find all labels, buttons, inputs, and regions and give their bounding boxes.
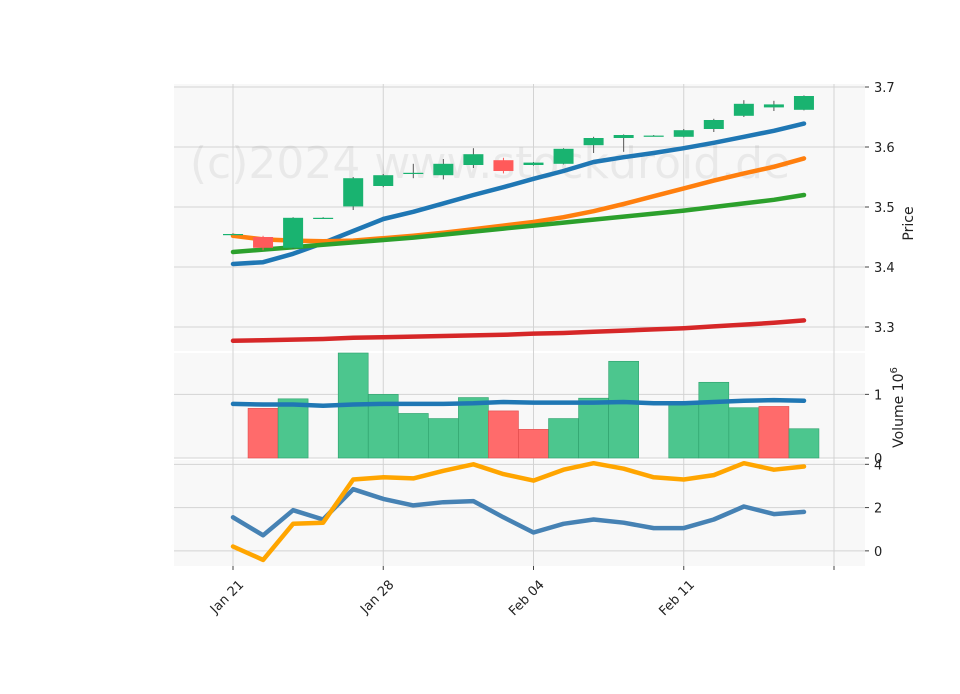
volume-bar [247,408,279,459]
candle-body [763,104,784,108]
price-y-tick-label: 3.4 [874,261,895,276]
volume-bar [277,398,309,459]
price-y-tick-label: 3.6 [874,141,895,156]
x-tick-label: Feb 04 [506,578,548,620]
x-tick-label: Jan 28 [357,578,397,618]
candle-body [733,103,754,116]
candle-body [433,163,454,176]
candle-body [313,217,334,219]
volume-bar [548,418,579,459]
price-panel-background [174,84,865,351]
volume-bar [397,413,429,459]
volume-bar [728,407,760,459]
price-overlay-line-3 [230,192,807,255]
candle-body [223,234,243,236]
indicator-y-tick-label: 0 [874,545,882,560]
candle-body [493,160,514,171]
candle-body [283,217,304,248]
volume-bar [518,429,549,459]
volume-bar [458,397,489,459]
candle-body [523,162,544,165]
price-overlay-line-4 [230,318,807,344]
candle-body [643,135,664,137]
volume-average-line [230,397,807,409]
volume-bar [428,418,459,459]
candle-body [673,130,694,137]
indicator-y-tick-label: 4 [874,458,882,473]
x-tick-label: Feb 11 [656,578,698,620]
candle-body [373,175,394,186]
volume-axis-title: Volume 106 [889,367,907,448]
volume-bar [578,397,609,459]
volume-bar [698,381,730,459]
price-overlay-line-2 [230,156,807,244]
volume-bar [488,410,519,459]
volume-bar [668,403,700,459]
volume-scale-exponent: 6 [889,367,900,373]
candle-body [703,120,724,129]
volume-y-tick-label: 0 [874,452,882,467]
candle-body [343,178,364,207]
indicator-y-tick-label: 2 [874,502,882,517]
price-y-tick-label: 3.5 [874,201,895,216]
volume-bar [788,428,820,459]
indicator-line-2 [230,460,807,563]
price-y-tick-label: 3.3 [874,321,895,336]
volume-bar [758,406,790,459]
volume-bar [608,360,639,459]
price-y-tick-label: 3.7 [874,81,895,96]
x-tick-label: Jan 21 [207,578,247,618]
candle-body [553,148,574,164]
candle-body [463,154,484,165]
candle-body [613,135,634,138]
candle-body [403,172,424,174]
candle-body [793,96,814,110]
volume-y-tick-label: 1 [874,388,882,403]
volume-scale-base: 10 [891,374,907,392]
candle-body [583,138,604,146]
price-axis-title: Price [901,206,917,240]
candle-body [253,237,274,248]
